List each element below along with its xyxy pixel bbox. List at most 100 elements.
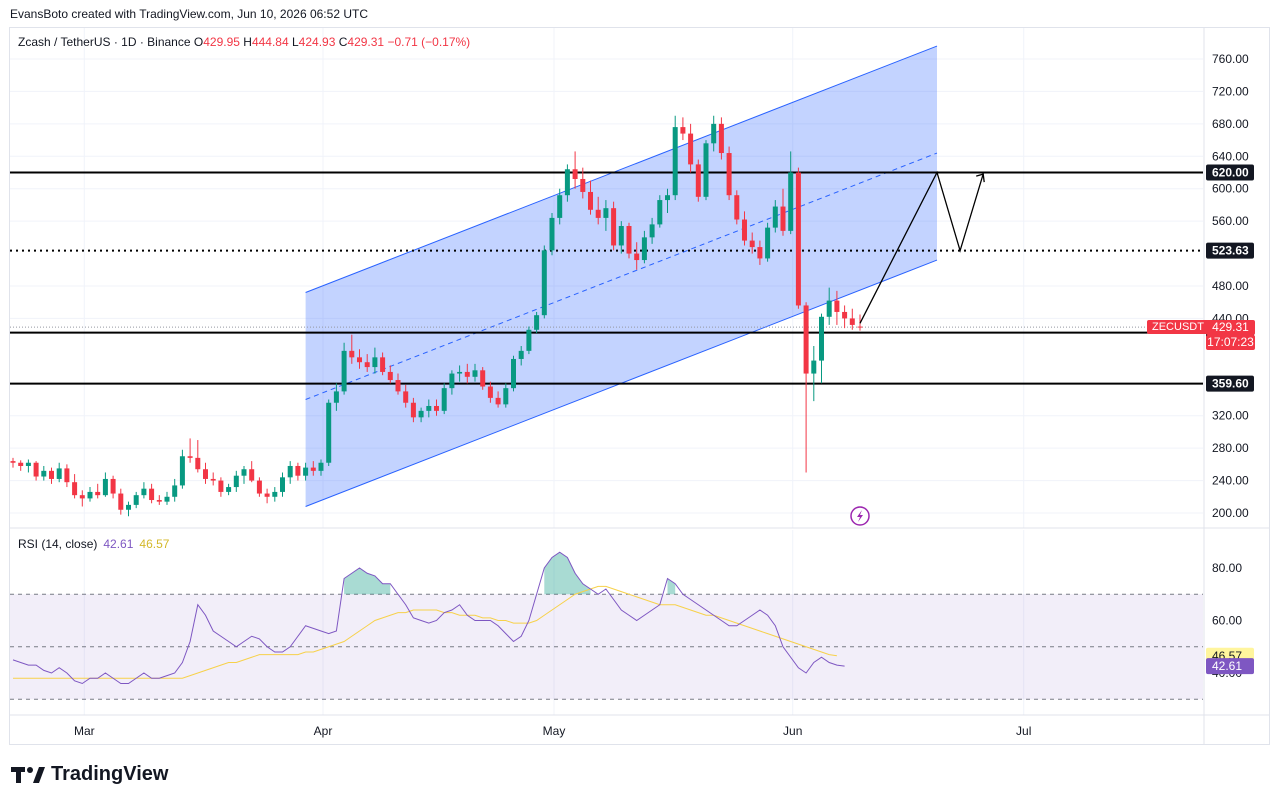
channel-fill[interactable] [305,46,938,507]
candle-body[interactable] [680,127,686,134]
candle-body[interactable] [187,456,193,458]
candle-body[interactable] [665,195,670,201]
candle-body[interactable] [303,467,309,476]
candle-body[interactable] [364,362,370,368]
candle-body[interactable] [395,380,401,392]
candle-body[interactable] [33,462,39,477]
candle-body[interactable] [10,461,16,463]
candle-body[interactable] [372,357,378,368]
candle-body[interactable] [210,478,216,481]
candle-body[interactable] [526,329,532,351]
candle-body[interactable] [757,247,763,259]
candle-body[interactable] [264,493,270,497]
candle-body[interactable] [203,469,208,479]
candle-body[interactable] [272,491,278,497]
candle-body[interactable] [95,491,101,496]
tradingview-logo[interactable]: TradingView [11,763,168,786]
candle-body[interactable] [102,478,108,496]
candle-body[interactable] [233,475,239,488]
candle-body[interactable] [480,370,486,387]
candle-body[interactable] [41,470,47,477]
candle-body[interactable] [595,209,601,218]
candle-body[interactable] [749,240,755,248]
candle-body[interactable] [572,169,578,179]
candle-body[interactable] [503,388,509,405]
candle-body[interactable] [703,143,709,197]
candle-body[interactable] [688,133,694,165]
candle-body[interactable] [618,226,624,246]
candle-body[interactable] [287,465,293,478]
channel-median-line[interactable] [305,152,938,400]
candle-body[interactable] [672,127,678,196]
candle-body[interactable] [564,169,570,196]
rsi-title[interactable]: RSI (14, close) [18,537,98,551]
candle-body[interactable] [156,500,162,502]
candle-body[interactable] [834,300,840,312]
candle-body[interactable] [772,206,778,228]
candle-body[interactable] [434,405,439,411]
candle-body[interactable] [126,504,131,510]
candle-body[interactable] [803,305,809,374]
candle-body[interactable] [457,371,463,374]
candle-body[interactable] [788,172,794,231]
candle-body[interactable] [349,350,355,358]
candle-body[interactable] [418,410,424,418]
candle-body[interactable] [742,219,747,241]
candle-body[interactable] [711,123,717,144]
candle-body[interactable] [657,200,663,225]
candle-body[interactable] [318,462,324,471]
rsi-ma-line[interactable] [13,585,837,679]
candle-body[interactable] [718,123,724,154]
candle-body[interactable] [449,373,455,389]
candle-body[interactable] [72,482,78,496]
candle-body[interactable] [64,468,70,483]
candle-body[interactable] [495,397,501,405]
candle-body[interactable] [79,495,85,499]
candle-body[interactable] [179,456,185,486]
candle-body[interactable] [811,360,817,374]
candle-body[interactable] [726,153,732,196]
candle-body[interactable] [472,370,478,377]
candle-body[interactable] [464,371,470,377]
candle-body[interactable] [626,226,632,254]
candle-body[interactable] [49,470,54,479]
candle-body[interactable] [341,350,347,392]
candle-body[interactable] [557,195,563,218]
candle-body[interactable] [410,402,416,418]
candle-body[interactable] [649,224,655,238]
candle-body[interactable] [280,477,285,492]
projection-path[interactable] [859,170,984,324]
candle-body[interactable] [795,172,801,306]
candle-body[interactable] [588,191,593,210]
candle-body[interactable] [819,316,824,361]
candle-body[interactable] [25,462,31,466]
candle-body[interactable] [326,402,332,463]
candle-body[interactable] [641,237,647,261]
candle-body[interactable] [310,467,316,471]
symbol-title[interactable]: Zcash / TetherUS · 1D · Binance [18,35,191,49]
candle-body[interactable] [603,208,609,218]
candle-body[interactable] [780,206,786,231]
channel-upper-line[interactable] [305,45,938,293]
candle-body[interactable] [295,465,301,476]
candle-body[interactable] [549,217,555,251]
candle-body[interactable] [580,178,586,192]
candle-body[interactable] [195,457,201,470]
candle-body[interactable] [849,318,855,325]
candle-body[interactable] [441,388,447,411]
candle-body[interactable] [226,487,232,492]
candle-body[interactable] [380,357,386,372]
candle-body[interactable] [256,480,262,494]
candle-body[interactable] [18,462,24,466]
candle-body[interactable] [518,350,524,359]
candle-body[interactable] [387,371,393,381]
candle-body[interactable] [149,488,155,501]
candle-body[interactable] [826,300,832,317]
candle-body[interactable] [857,326,863,328]
candle-body[interactable] [511,358,516,389]
candle-body[interactable] [87,491,93,499]
candle-body[interactable] [56,468,62,479]
candle-body[interactable] [403,391,409,403]
candle-body[interactable] [534,315,540,330]
candle-body[interactable] [611,208,617,246]
